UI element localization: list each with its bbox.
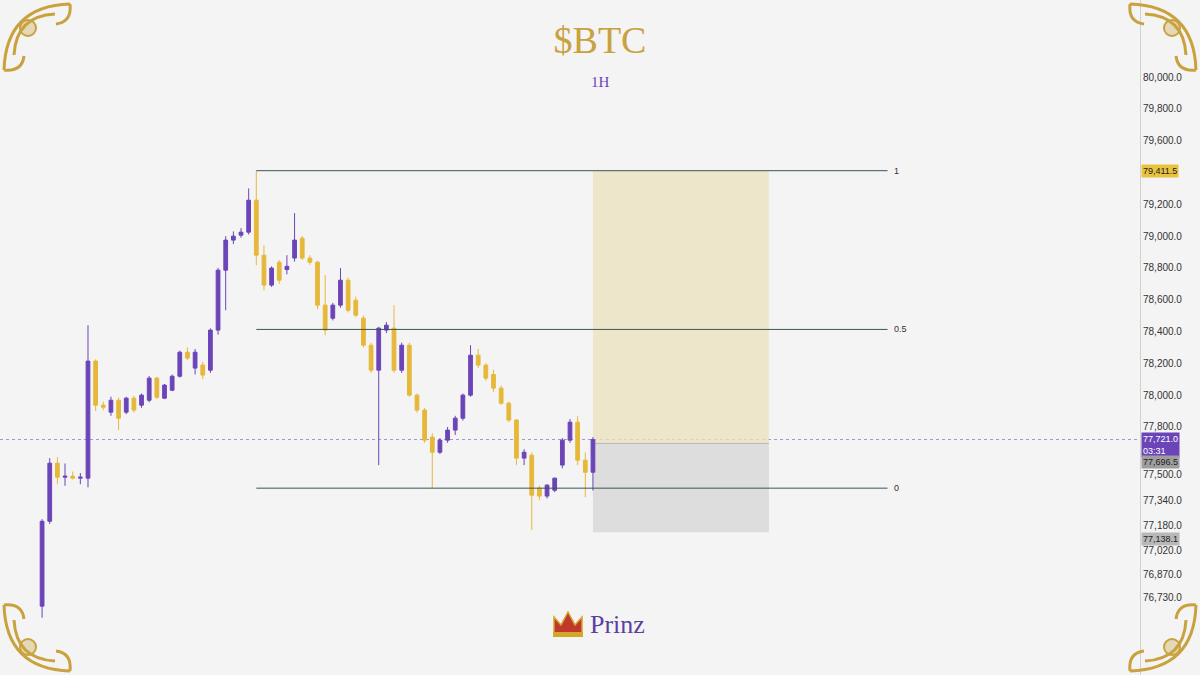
svg-text:79,600.0: 79,600.0 <box>1143 135 1182 146</box>
svg-text:78,000.0: 78,000.0 <box>1143 390 1182 401</box>
svg-text:78,200.0: 78,200.0 <box>1143 358 1182 369</box>
svg-text:77,696.5: 77,696.5 <box>1143 457 1178 467</box>
svg-text:77,020.0: 77,020.0 <box>1143 545 1182 556</box>
svg-text:79,000.0: 79,000.0 <box>1143 231 1182 242</box>
svg-text:77,138.1: 77,138.1 <box>1143 534 1178 544</box>
svg-text:77,500.0: 77,500.0 <box>1143 469 1182 480</box>
svg-text:78,800.0: 78,800.0 <box>1143 262 1182 273</box>
svg-text:79,411.5: 79,411.5 <box>1143 166 1177 176</box>
svg-text:80,000.0: 80,000.0 <box>1143 72 1182 83</box>
svg-text:79,800.0: 79,800.0 <box>1143 103 1182 114</box>
svg-text:77,800.0: 77,800.0 <box>1143 421 1182 432</box>
svg-text:0.5: 0.5 <box>894 324 907 334</box>
svg-text:79,200.0: 79,200.0 <box>1143 199 1182 210</box>
svg-text:1: 1 <box>894 166 899 176</box>
svg-text:Prinz: Prinz <box>590 610 645 639</box>
svg-text:76,870.0: 76,870.0 <box>1143 569 1182 580</box>
svg-text:1H: 1H <box>591 74 610 90</box>
svg-text:0: 0 <box>894 483 899 493</box>
svg-text:78,400.0: 78,400.0 <box>1143 326 1182 337</box>
svg-text:77,721.003:31: 77,721.003:31 <box>1143 434 1178 456</box>
svg-text:78,600.0: 78,600.0 <box>1143 294 1182 305</box>
svg-text:77,180.0: 77,180.0 <box>1143 520 1182 531</box>
svg-text:77,340.0: 77,340.0 <box>1143 495 1182 506</box>
svg-text:$BTC: $BTC <box>554 19 647 61</box>
svg-text:76,730.0: 76,730.0 <box>1143 592 1182 603</box>
